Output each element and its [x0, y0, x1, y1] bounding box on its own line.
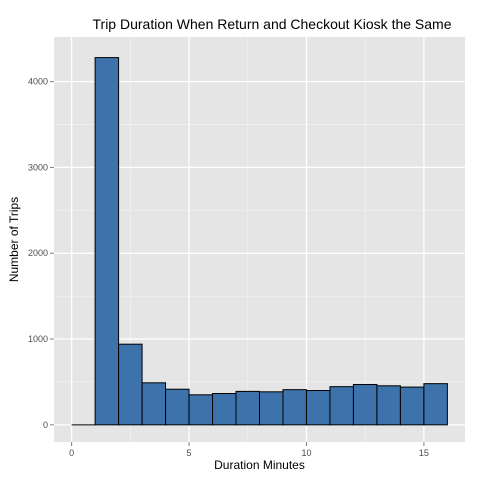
histogram-bar [282, 389, 307, 426]
histogram-bar [235, 390, 260, 426]
histogram-bar [118, 343, 143, 426]
chart-title: Trip Duration When Return and Checkout K… [93, 16, 452, 32]
y-tick-label: 0 [43, 420, 48, 430]
histogram-bar [352, 384, 378, 426]
y-tick-label: 3000 [28, 162, 48, 172]
histogram-bar [376, 385, 401, 426]
y-tick-label: 4000 [28, 77, 48, 87]
histogram-bar [399, 386, 425, 426]
histogram-bar [305, 390, 331, 426]
histogram-bar [141, 382, 167, 426]
histogram-bar [259, 391, 284, 426]
histogram-bars [71, 57, 448, 426]
x-tick-label: 10 [301, 448, 311, 458]
histogram-bar [165, 388, 190, 426]
histogram-bar [188, 394, 214, 426]
y-axis-title: Number of Trips [7, 197, 21, 282]
y-tick-label: 2000 [28, 248, 48, 258]
x-axis-title: Duration Minutes [214, 458, 305, 472]
histogram-bar [423, 383, 448, 426]
x-axis: 0 5 10 15 [69, 442, 429, 458]
x-tick-label: 5 [187, 448, 192, 458]
grid-major-lines [54, 37, 465, 442]
histogram-bar [329, 386, 354, 426]
x-tick-label: 0 [69, 448, 74, 458]
x-tick-label: 15 [419, 448, 429, 458]
y-tick-label: 1000 [28, 334, 48, 344]
histogram-bar [212, 393, 237, 426]
y-axis: 0 1000 2000 3000 4000 [28, 77, 54, 430]
histogram-bar [94, 57, 120, 426]
